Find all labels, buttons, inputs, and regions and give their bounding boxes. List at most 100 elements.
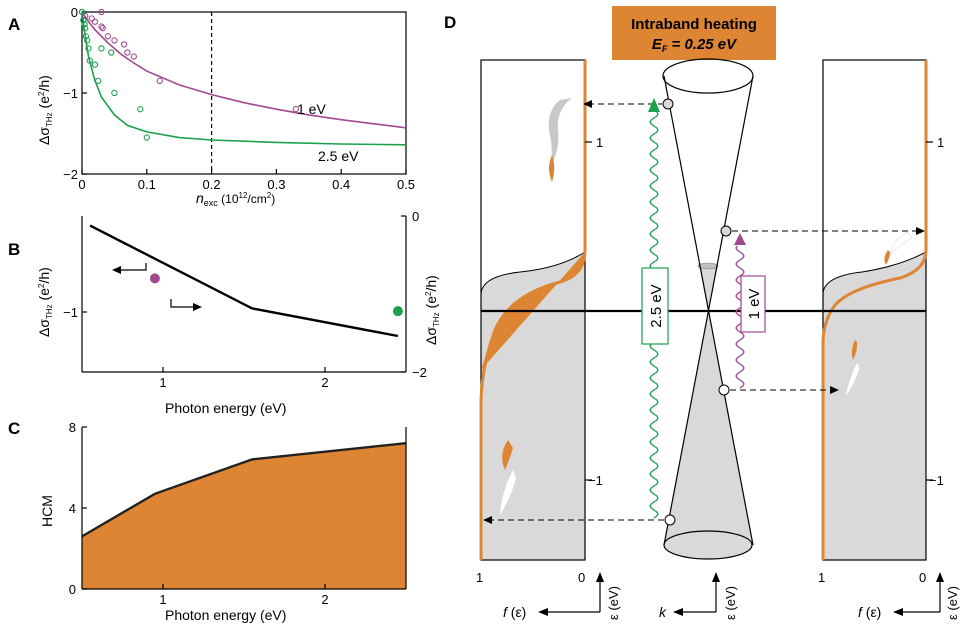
y-tick-label: 0 <box>71 5 78 20</box>
x-tick-label: 2 <box>321 592 328 607</box>
k-axis-head <box>673 608 683 616</box>
left-carrier-marker-upper-hot <box>549 155 555 182</box>
data-point-series-1 <box>78 8 86 16</box>
right-axis-arrowhead <box>193 303 202 311</box>
data-point-series-1 <box>91 61 99 68</box>
panel-a-xlabel: nexc (1012/cm2) <box>196 190 275 208</box>
panel-label-d: D <box>444 13 456 32</box>
measured-point-0 <box>149 273 160 284</box>
y-tick-label: 4 <box>69 501 76 516</box>
title-box <box>612 6 776 60</box>
measured-point-1 <box>392 306 403 317</box>
data-point-series-0 <box>88 15 95 22</box>
connector-upper-left-head <box>583 100 592 108</box>
xlabel-sub: exc <box>204 198 219 208</box>
ylabel-left-main: Δσ <box>36 319 52 337</box>
right-distribution-fill <box>822 251 927 561</box>
ylabel-left-sub: THz <box>45 304 54 319</box>
left-occ-label-0: 0 <box>578 570 585 585</box>
subtitle-text: EF = 0.25 eV <box>652 36 738 54</box>
panel-b-chart: 1 2−10−2 Photon energy (eV) ΔσTHz (e2/h) … <box>36 209 441 416</box>
data-point-series-1 <box>84 37 91 44</box>
excitation-arrowhead-1ev <box>734 233 746 245</box>
y-tick-label: 0 <box>69 582 76 597</box>
panel-label-c: C <box>8 419 20 438</box>
data-point-series-0 <box>104 33 112 40</box>
data-point-series-1 <box>137 106 144 113</box>
panel-label-a: A <box>8 15 20 34</box>
title-text: Intraband heating <box>631 16 757 33</box>
subtitle-rest: = 0.25 eV <box>667 36 738 53</box>
y-tick-label: −1 <box>63 86 78 101</box>
xlabel-unit2: /cm <box>247 192 266 206</box>
right-tick-label-neg: −1 <box>929 473 944 488</box>
data-point-series-0 <box>124 49 131 56</box>
eps-label-right: ε (eV) <box>945 586 960 620</box>
xlabel-unit: (10 <box>218 192 239 206</box>
right-occupation-panel: 1 −1 1 0 <box>818 59 944 585</box>
xlabel-main: n <box>196 190 204 206</box>
left-occupation-panel: 1 −1 1 0 <box>476 59 603 585</box>
x-tick-label: 1 <box>159 375 166 390</box>
dirac-cone <box>662 58 754 560</box>
ylabel-exp: 2 <box>37 91 46 96</box>
data-point-series-1 <box>108 49 115 56</box>
ylabel-right-exp: 2 <box>424 291 433 296</box>
xlabel-exp2: 2 <box>267 191 272 200</box>
upper-cone-rim <box>662 58 754 94</box>
panel-label-b: B <box>8 240 20 259</box>
x-tick-label: 0.4 <box>332 177 350 192</box>
f-label-right-main: f <box>858 604 864 620</box>
f-axis-right-head <box>893 608 903 616</box>
fit-line-series-1 <box>81 11 407 146</box>
ylabel-right-sub: THz <box>432 312 441 327</box>
subtitle-main: E <box>652 36 663 53</box>
f-label-right: f (ε) <box>858 604 881 620</box>
label-25ev: 2.5 eV <box>648 284 665 327</box>
ylabel-unit: (e <box>36 96 52 113</box>
ylabel-right-main: Δσ <box>423 327 439 345</box>
left-occ-label-1: 1 <box>476 570 483 585</box>
y-right-tick-label: −2 <box>412 365 427 380</box>
eps-axis-left-head <box>596 572 604 582</box>
data-point-series-0 <box>98 23 105 30</box>
right-axes-glyph: f (ε) ε (eV) <box>858 572 960 620</box>
eps-axis-right-head <box>936 572 944 582</box>
ylabel-left-unit2: /h) <box>36 267 52 283</box>
excited-state-25ev <box>662 98 674 110</box>
f-label-left-main: f <box>503 604 509 620</box>
ylabel-unit2: /h) <box>36 75 52 91</box>
filled-upper-states <box>699 266 718 311</box>
eps-label-left: ε (eV) <box>606 586 621 620</box>
data-point-series-1 <box>85 45 92 52</box>
excitation-arrowhead-25ev <box>648 98 660 112</box>
lower-cone-base <box>663 530 753 560</box>
x-tick-label: 0.5 <box>397 177 415 192</box>
series-label-1ev: 1 eV <box>297 101 326 117</box>
data-point-series-0 <box>99 25 106 32</box>
panel-d-diagram: Intraband heating EF = 0.25 eV 1 −1 1 0 <box>476 6 960 620</box>
y-right-tick-label: 0 <box>412 209 419 224</box>
center-axes-glyph: k ε (eV) <box>659 572 738 620</box>
k-label: k <box>659 604 667 620</box>
subtitle-sub: F <box>662 44 668 54</box>
panel-b-ylabel-right: ΔσTHz (e2/h) <box>423 275 441 345</box>
panel-a-ylabel: ΔσTHz (e2/h) <box>36 75 54 145</box>
y-tick-label: 8 <box>69 420 76 435</box>
data-point-series-0 <box>98 8 105 16</box>
label-box-25ev <box>641 267 669 345</box>
excited-state-1ev <box>720 225 732 237</box>
eps-label-center: ε (eV) <box>723 586 738 620</box>
fermi-surface-ellipse <box>697 262 719 270</box>
panel-c-ylabel: HCM <box>39 495 55 527</box>
panel-c-chart: 1 2 0 4 8 Photon energy (eV) HCM <box>39 420 407 623</box>
connector-lower-left-head <box>483 516 492 524</box>
left-tick-label-pos: 1 <box>596 135 603 150</box>
ylabel-right-unit2: /h) <box>423 275 439 291</box>
hcm-line <box>81 442 407 538</box>
label-1ev: 1 eV <box>746 289 763 320</box>
series-label-25ev: 2.5 eV <box>318 148 359 164</box>
right-occ-label-1: 1 <box>818 570 825 585</box>
x-tick-label: 2 <box>321 375 328 390</box>
ylabel-sub: THz <box>45 112 54 127</box>
